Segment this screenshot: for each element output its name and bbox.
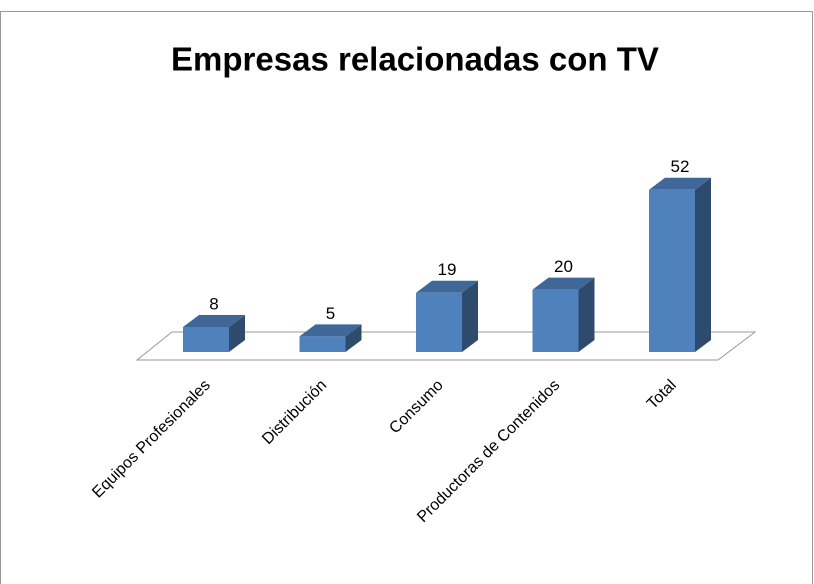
bar — [183, 315, 245, 352]
value-label: 20 — [554, 257, 573, 276]
bar-side — [578, 277, 595, 352]
value-label: 8 — [209, 295, 218, 314]
bar-side — [695, 177, 711, 352]
bar — [299, 324, 362, 352]
bar-top — [532, 277, 595, 290]
value-label: 19 — [438, 260, 457, 279]
frame — [0, 11, 813, 584]
x-tick-label: Distribución — [259, 377, 330, 448]
x-tick-label: Total — [644, 377, 680, 413]
bar-top — [416, 280, 478, 293]
chart-title: Empresas relacionadas con TV — [171, 41, 659, 78]
bar-side — [345, 324, 362, 352]
bar-top — [299, 324, 362, 337]
bar-top — [649, 177, 711, 190]
bar-front — [299, 336, 346, 352]
x-tick-label: Equipos Profesionales — [89, 377, 214, 502]
bar-front — [416, 292, 462, 352]
bar — [532, 277, 595, 352]
bar-front — [649, 189, 695, 352]
bar-side — [229, 315, 245, 352]
bar-top — [183, 315, 245, 328]
bar-side — [462, 280, 478, 352]
value-label: 52 — [671, 157, 690, 176]
bar-front — [183, 327, 229, 352]
x-tick-label: Consumo — [386, 377, 447, 438]
bar-front — [532, 289, 579, 352]
bar — [416, 280, 478, 352]
x-tick-label: Productoras de Contenidos — [414, 377, 563, 526]
value-label: 5 — [326, 304, 335, 323]
bar — [649, 177, 711, 352]
